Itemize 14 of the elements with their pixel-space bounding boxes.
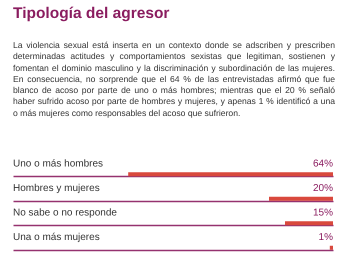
bar: [128, 172, 333, 176]
y-tick-label: Una o más mujeres: [13, 232, 100, 243]
chart-subtitle: La violencia sexual está inserta en un contexto donde se adscriben y prescriben determinadas actitudes y comportamientos sexistas que legitiman, sostienen y fomentan el dominio masculino y la discriminación y subordinación de las mujeres. En consecuencia, no sorprende que el 64 % de las entrevistadas afirmó que fue blanco de acoso por parte de uno o más hombres; mientras que el 20 % señaló haber sufrido acoso por parte de hombres y mujeres, y apenas 1 % identificó a una o más mujeres como responsables del acoso que sufrieron.: [13, 40, 335, 120]
data-label: 15%: [312, 207, 334, 218]
data-label: 20%: [312, 182, 334, 194]
bar: [269, 196, 333, 201]
data-label: 64%: [312, 158, 334, 170]
chart-title: Tipología del agresor: [13, 5, 170, 23]
y-tick-label: Hombres y mujeres: [13, 182, 100, 194]
bar: [285, 221, 333, 226]
y-tick-label: No sabe o no responde: [13, 207, 118, 218]
data-label: 1%: [318, 232, 334, 243]
y-tick-label: Uno o más hombres: [13, 158, 104, 170]
bar: [330, 246, 333, 250]
